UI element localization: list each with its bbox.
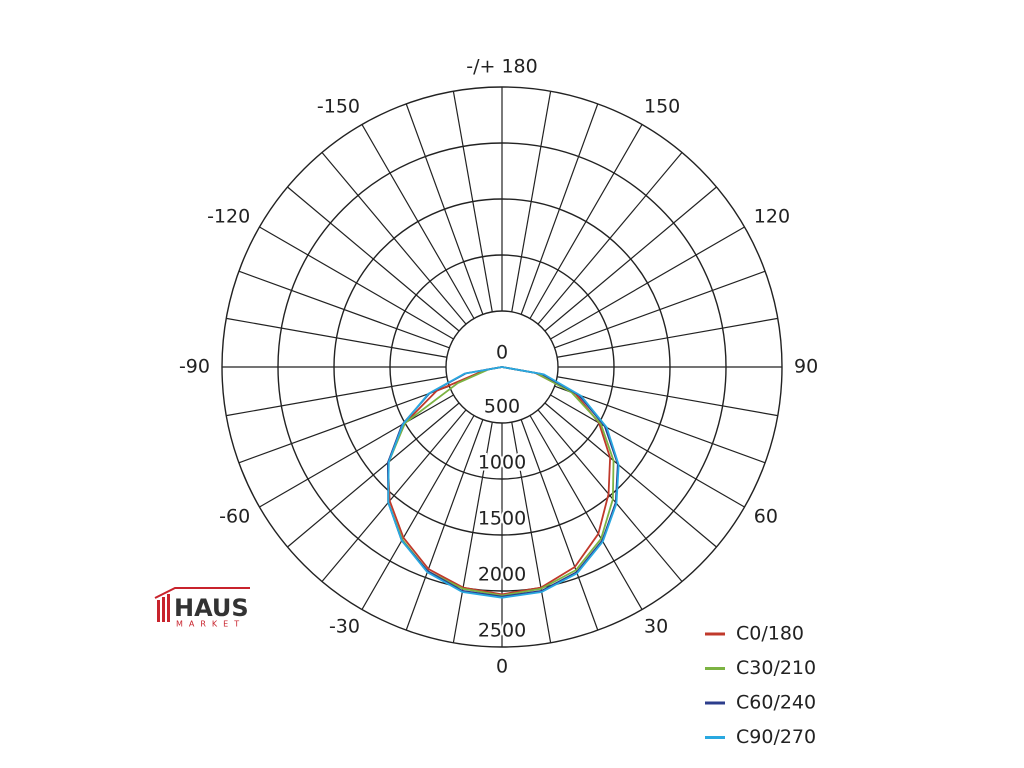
- radial-grid-ring: [389, 254, 615, 480]
- angle-tick-label: -30: [329, 615, 360, 637]
- angle-tick-label: 60: [754, 506, 778, 528]
- radial-grid-ring: [221, 86, 783, 648]
- logo-roof: [154, 587, 250, 599]
- logo-bar: [162, 597, 165, 622]
- legend-label: C60/240: [736, 692, 816, 714]
- angle-tick-label: 120: [754, 206, 790, 228]
- radial-grid-ring: [445, 310, 559, 424]
- radial-tick-label: 0: [496, 342, 508, 364]
- angle-tick-label: -60: [219, 506, 250, 528]
- angle-tick-label: -/+ 180: [466, 56, 537, 78]
- logo-subtext: MARKET: [176, 620, 245, 629]
- angle-tick-label: -90: [179, 356, 210, 378]
- angle-tick-label: 150: [644, 96, 680, 118]
- angle-tick-label: -120: [207, 206, 250, 228]
- legend-label: C90/270: [736, 726, 816, 748]
- radial-tick-label: 2500: [478, 620, 526, 642]
- series-line: [387, 366, 620, 599]
- radial-tick-label: 500: [484, 396, 520, 418]
- radial-tick-label: 1500: [478, 508, 526, 530]
- radial-grid-ring: [333, 198, 671, 536]
- radial-tick-label: 1000: [478, 452, 526, 474]
- radial-grid-ring: [277, 142, 727, 592]
- angle-tick-label: -150: [317, 96, 360, 118]
- logo-bar: [167, 594, 170, 622]
- angle-tick-label: 30: [644, 615, 668, 637]
- logo-text: HAUS: [174, 594, 249, 622]
- angle-tick-label: 0: [496, 656, 508, 678]
- radial-tick-label: 2000: [478, 564, 526, 586]
- logo-bar: [157, 600, 160, 622]
- logo: HAUS MARKET: [154, 587, 250, 629]
- angle-tick-label: 90: [794, 356, 818, 378]
- legend-label: C0/180: [736, 623, 804, 645]
- legend-label: C30/210: [736, 657, 816, 679]
